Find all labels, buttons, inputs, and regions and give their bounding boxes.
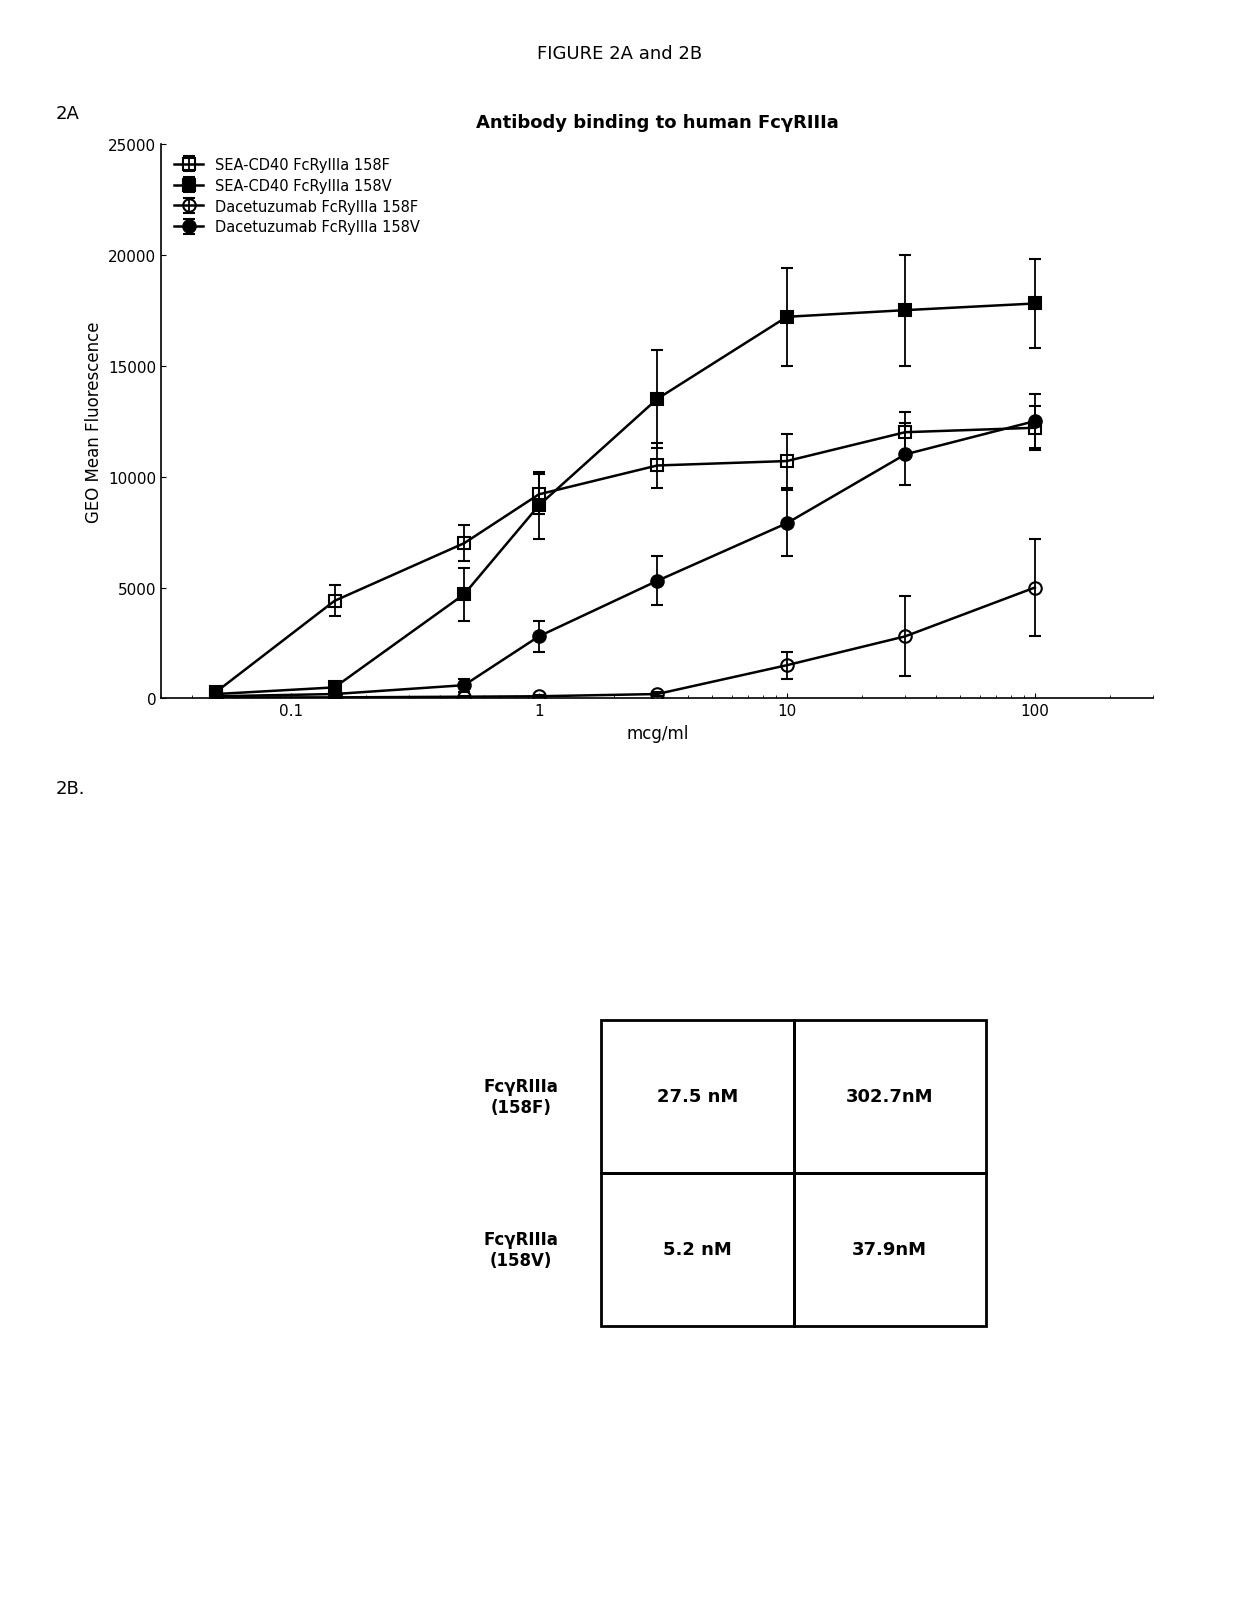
- X-axis label: mcg/ml: mcg/ml: [626, 725, 688, 742]
- Text: 2A: 2A: [56, 104, 79, 122]
- Text: 5.2 nM: 5.2 nM: [663, 1241, 732, 1258]
- Text: 37.9nM: 37.9nM: [852, 1241, 928, 1258]
- Text: FcγRIIIa
(158F): FcγRIIIa (158F): [484, 1077, 558, 1117]
- Y-axis label: GEO Mean Fluorescence: GEO Mean Fluorescence: [84, 321, 103, 522]
- Text: FcγRIIIa
(158V): FcγRIIIa (158V): [484, 1229, 558, 1270]
- Legend: SEA-CD40 FcRyIIIa 158F, SEA-CD40 FcRyIIIa 158V, Dacetuzumab FcRyIIIa 158F, Dacet: SEA-CD40 FcRyIIIa 158F, SEA-CD40 FcRyIII…: [169, 153, 425, 241]
- Text: FIGURE 2A and 2B: FIGURE 2A and 2B: [537, 45, 703, 63]
- Title: Antibody binding to human FcγRIIIa: Antibody binding to human FcγRIIIa: [476, 114, 838, 132]
- Text: 2B.: 2B.: [56, 779, 86, 797]
- Text: 302.7nM: 302.7nM: [846, 1088, 934, 1106]
- Text: 27.5 nM: 27.5 nM: [657, 1088, 738, 1106]
